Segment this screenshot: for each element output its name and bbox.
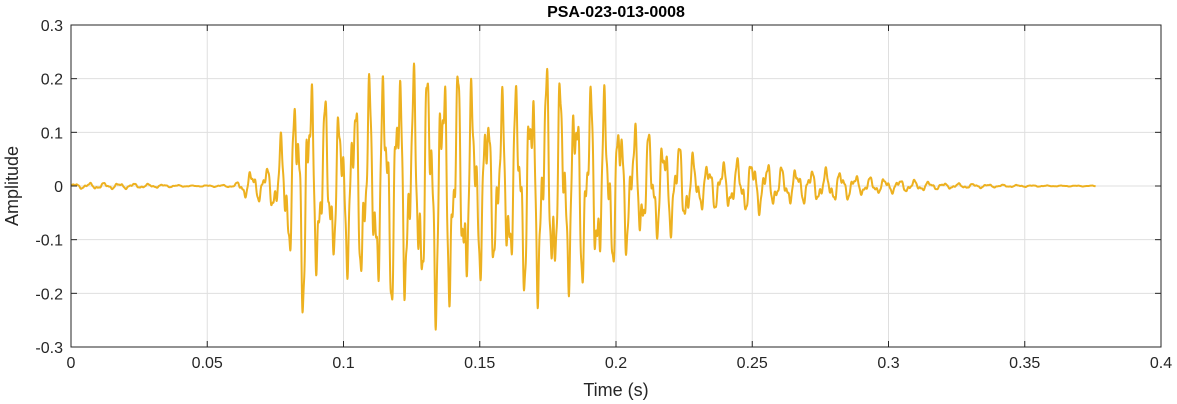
y-tick-label: 0.1	[41, 125, 63, 142]
y-axis-label: Amplitude	[2, 146, 22, 226]
chart-title: PSA-023-013-0008	[547, 4, 685, 21]
y-tick-label: 0	[54, 179, 63, 196]
x-axis-label: Time (s)	[583, 380, 648, 400]
x-tick-label: 0.1	[332, 355, 354, 372]
x-tick-label: 0	[67, 355, 76, 372]
x-tick-label: 0.25	[737, 355, 768, 372]
x-tick-label: 0.3	[877, 355, 899, 372]
waveform-series-line	[70, 62, 1097, 331]
ticks: 0 0.05 0.1 0.15 0.2 0.25 0.3 0.35 0.4 -0.3 -0.2 -0.…	[35, 18, 1172, 372]
y-tick-label: 0.3	[41, 18, 63, 35]
y-tick-label: -0.3	[35, 340, 63, 357]
y-tick-label: -0.2	[35, 286, 63, 303]
y-tick-label: -0.1	[35, 233, 63, 250]
x-tick-label: 0.05	[192, 355, 223, 372]
series-layer	[70, 62, 1097, 331]
x-tick-label: 0.4	[1150, 355, 1172, 372]
x-tick-label: 0.2	[605, 355, 627, 372]
x-tick-label: 0.35	[1009, 355, 1040, 372]
x-tick-label: 0.15	[464, 355, 495, 372]
y-tick-label: 0.2	[41, 72, 63, 89]
